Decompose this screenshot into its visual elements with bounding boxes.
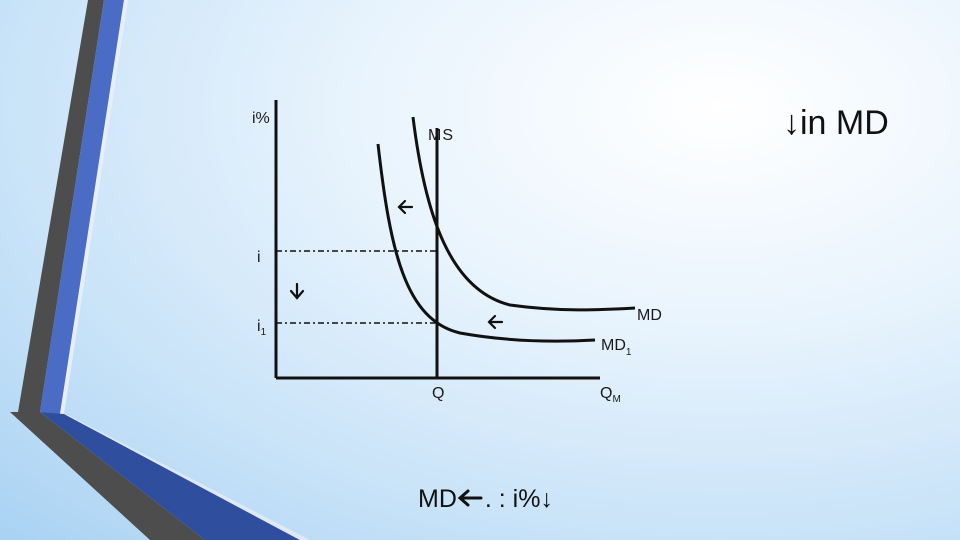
- caption-md: MD: [418, 485, 457, 513]
- money-demand-label: MD: [637, 307, 662, 324]
- money-demand-curve: [411, 116, 636, 312]
- quantity-label: Q: [432, 385, 444, 402]
- money-demand-shifted-label: MD1: [601, 337, 632, 358]
- rate-label: i: [257, 249, 261, 266]
- arrow-left-icon: [487, 314, 504, 330]
- caption-rest: . : i%↓: [484, 485, 553, 513]
- slide-caption: MD . : i%↓: [418, 485, 553, 514]
- money-supply-label: MS: [428, 127, 454, 144]
- arrow-down-icon: [289, 282, 305, 300]
- arrow-left-icon: [397, 199, 414, 215]
- light-edge-lower: [64, 414, 310, 540]
- blue-stripe-lower: [40, 412, 300, 540]
- x-axis-label: QM: [600, 385, 621, 405]
- light-edge-upper: [60, 0, 128, 414]
- money-demand-shifted-curve: [376, 143, 596, 343]
- dark-stripe-lower: [10, 412, 205, 540]
- blue-stripe-upper: [40, 0, 124, 414]
- rate-shifted-label: i1: [257, 318, 267, 338]
- y-axis-label: i%: [252, 110, 270, 127]
- slide-title: ↓in MD: [783, 104, 889, 142]
- arrow-left-icon: [457, 489, 483, 507]
- dark-stripe-upper: [18, 0, 104, 412]
